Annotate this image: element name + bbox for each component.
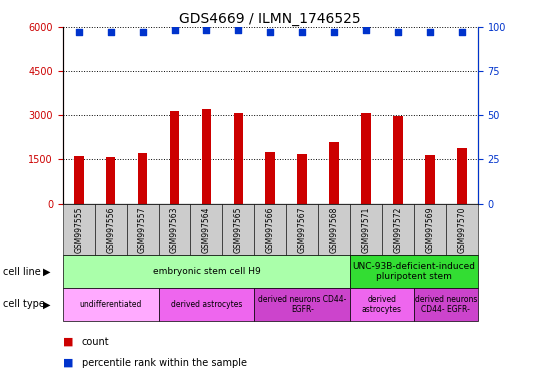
Point (298, 29, 306, 35)
Text: GSM997565: GSM997565 (234, 206, 243, 253)
Text: ■: ■ (63, 358, 73, 368)
Bar (170, 111, 179, 204)
Text: GSM997568: GSM997568 (330, 206, 339, 253)
Text: GSM997564: GSM997564 (202, 206, 211, 253)
Text: cell line: cell line (3, 266, 40, 277)
Text: ■: ■ (63, 337, 73, 347)
Bar (234, 113, 243, 204)
Point (266, 29, 275, 35)
Text: GSM997555: GSM997555 (74, 206, 83, 253)
Text: percentile rank within the sample: percentile rank within the sample (82, 358, 247, 368)
Text: GSM997570: GSM997570 (458, 206, 466, 253)
Text: GSM997557: GSM997557 (138, 206, 147, 253)
Point (138, 29, 147, 35)
Bar (393, 116, 403, 204)
Text: GSM997563: GSM997563 (170, 206, 179, 253)
Text: derived neurons
CD44- EGFR-: derived neurons CD44- EGFR- (414, 295, 477, 314)
Bar (201, 109, 211, 204)
Bar (457, 149, 467, 204)
Text: undifferentiated: undifferentiated (80, 300, 142, 309)
Text: ▶: ▶ (43, 266, 50, 277)
Point (458, 29, 466, 35)
Text: GSM997567: GSM997567 (298, 206, 307, 253)
Bar (329, 142, 339, 204)
Text: GSM997566: GSM997566 (266, 206, 275, 253)
Text: GSM997571: GSM997571 (361, 206, 371, 253)
Text: embryonic stem cell H9: embryonic stem cell H9 (152, 267, 260, 276)
Point (394, 29, 402, 35)
Text: UNC-93B-deficient-induced
pluripotent stem: UNC-93B-deficient-induced pluripotent st… (352, 262, 476, 281)
Point (106, 29, 115, 35)
Point (74, 29, 83, 35)
Bar (106, 157, 115, 204)
Text: count: count (82, 337, 110, 347)
Text: derived astrocytes: derived astrocytes (171, 300, 242, 309)
Text: cell type: cell type (3, 299, 45, 310)
Point (425, 29, 434, 35)
Text: GSM997569: GSM997569 (425, 206, 435, 253)
Text: ▶: ▶ (43, 299, 50, 310)
Title: GDS4669 / ILMN_1746525: GDS4669 / ILMN_1746525 (180, 12, 361, 26)
Bar (361, 113, 371, 204)
Point (330, 29, 339, 35)
Point (361, 27, 370, 33)
Point (234, 27, 243, 33)
Point (202, 27, 211, 33)
Point (170, 27, 179, 33)
Bar (138, 153, 147, 204)
Bar (265, 152, 275, 204)
Text: GSM997572: GSM997572 (394, 206, 402, 253)
Text: derived neurons CD44-
EGFR-: derived neurons CD44- EGFR- (258, 295, 346, 314)
Text: GSM997556: GSM997556 (106, 206, 115, 253)
Bar (298, 154, 307, 204)
Bar (425, 155, 435, 204)
Bar (74, 156, 84, 204)
Text: derived
astrocytes: derived astrocytes (362, 295, 402, 314)
